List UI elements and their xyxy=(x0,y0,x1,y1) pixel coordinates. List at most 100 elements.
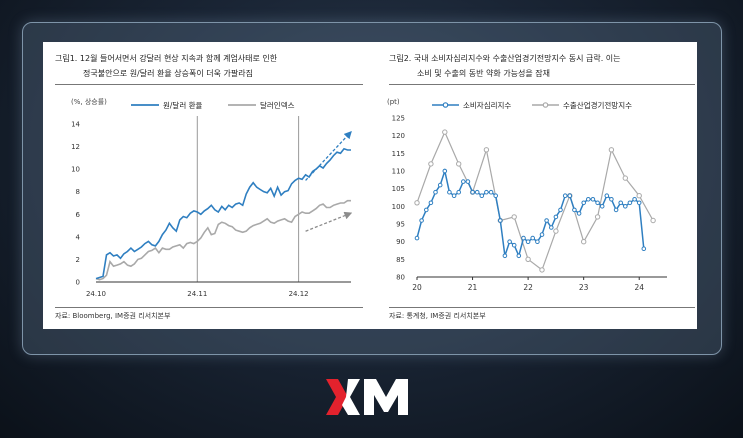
export-outlook-point xyxy=(622,175,629,181)
consumer-sentiment-point xyxy=(636,200,642,206)
left-y-tick-label: 2 xyxy=(76,256,80,264)
left-title-line2: 정국불안으로 원/달러 환율 상승폭이 더욱 가팔라짐 xyxy=(83,69,253,78)
export-outlook-point xyxy=(608,147,615,153)
consumer-sentiment-point xyxy=(627,200,633,206)
export-outlook-point xyxy=(442,129,448,135)
consumer-sentiment-point xyxy=(530,235,535,241)
report-paper: 그림1. 12월 들어서면서 강달러 현상 지속과 함께 계엄사태로 인한 정국… xyxy=(43,42,697,329)
right-y-tick-label: 115 xyxy=(392,150,405,158)
export-outlook-point xyxy=(414,200,420,206)
left-source-note: 자료: Bloomberg, IM증권 리서치본부 xyxy=(55,312,171,320)
consumer-sentiment-point xyxy=(516,253,522,259)
export-outlook-point xyxy=(456,161,462,167)
consumer-sentiment-point xyxy=(424,207,429,213)
export-outlook-point xyxy=(594,214,601,220)
left-x-tick-label: 24.12 xyxy=(289,290,309,298)
right-y-tick-label: 105 xyxy=(392,185,405,193)
consumer-sentiment-point xyxy=(549,225,554,230)
consumer-sentiment-point xyxy=(465,179,471,184)
consumer-sentiment-point xyxy=(433,189,438,195)
consumer-sentiment-point xyxy=(456,189,461,195)
right-y-tick-label: 95 xyxy=(396,221,405,229)
consumer-sentiment-point xyxy=(474,189,480,195)
consumer-sentiment-point xyxy=(498,218,503,223)
legend-label-export: 수출산업경기전망지수 xyxy=(563,100,632,110)
export-outlook-point xyxy=(581,239,587,245)
left-y-tick-label: 6 xyxy=(76,211,81,219)
consumer-sentiment-point xyxy=(544,218,549,223)
right-x-tick-label: 22 xyxy=(523,283,533,292)
consumer-sentiment-point xyxy=(428,200,434,206)
export-outlook-point xyxy=(636,193,642,199)
dxy-trend-arrow xyxy=(305,211,353,232)
right-line-chart: (pt) 소비자심리지수 수출산업경기전망지수 80 85 90 95 100 105 110 11… xyxy=(387,98,667,292)
left-figure: 그림1. 12월 들어서면서 강달러 현상 지속과 함께 계엄사태로 인한 정국… xyxy=(43,42,365,329)
consumer-sentiment-point xyxy=(581,200,586,206)
right-figure: 그림2. 국내 소비자심리지수와 수출산업경기전망지수 동시 급락. 이는 소비… xyxy=(377,42,697,329)
consumer-sentiment-point xyxy=(562,193,568,198)
consumer-sentiment-point xyxy=(572,207,577,213)
left-y-tick-label: 12 xyxy=(71,143,80,151)
export-outlook-point xyxy=(553,228,559,234)
right-title-divider xyxy=(389,84,695,85)
right-y-tick-label: 100 xyxy=(392,203,405,211)
right-figure-title: 그림2. 국내 소비자심리지수와 수출산업경기전망지수 동시 급락. 이는 소비… xyxy=(389,51,689,81)
consumer-sentiment-point xyxy=(604,193,610,198)
export-outlook-point xyxy=(539,267,545,273)
consumer-sentiment-point xyxy=(451,193,457,198)
legend-marker-consumer xyxy=(442,102,449,108)
right-x-tick-label: 23 xyxy=(579,283,589,292)
export-outlook-series-line xyxy=(416,130,654,271)
consumer-sentiment-point xyxy=(461,179,466,184)
consumer-sentiment-point xyxy=(576,211,582,216)
consumer-sentiment-point xyxy=(613,207,619,213)
consumer-sentiment-point xyxy=(586,197,591,202)
krw-usd-trend-arrow xyxy=(305,130,352,181)
consumer-sentiment-point xyxy=(484,189,489,195)
right-x-tick-label: 21 xyxy=(468,283,478,292)
xm-logo xyxy=(326,379,408,415)
xm-logo-red-chevron xyxy=(326,379,348,415)
right-source-note: 자료: 통계청, IM증권 리서치본부 xyxy=(389,312,486,320)
left-source-divider xyxy=(55,307,363,308)
right-y-tick-label: 80 xyxy=(396,274,405,282)
consumer-sentiment-point xyxy=(535,239,540,244)
left-title-line1: 그림1. 12월 들어서면서 강달러 현상 지속과 함께 계엄사태로 인한 xyxy=(55,54,278,63)
consumer-sentiment-point xyxy=(618,200,623,206)
consumer-sentiment-point xyxy=(447,189,452,195)
consumer-sentiment-point xyxy=(599,204,605,209)
right-source-divider xyxy=(389,307,695,308)
consumer-sentiment-point xyxy=(488,189,494,195)
consumer-sentiment-point xyxy=(507,239,512,244)
consumer-sentiment-point xyxy=(437,182,443,188)
legend-label-krw-usd: 원/달러 환율 xyxy=(163,100,203,110)
left-y-tick-label: 14 xyxy=(71,121,80,129)
left-title-divider xyxy=(55,84,363,85)
right-y-tick-label: 120 xyxy=(392,132,405,140)
right-y-tick-label: 85 xyxy=(396,256,405,264)
right-x-tick-label: 24 xyxy=(634,283,644,292)
left-line-chart: (%, 상승률) 원/달러 환율 달러인덱스 0 2 4 6 8 10 12 14 24.10 24.1… xyxy=(71,97,353,298)
right-x-tick-label: 20 xyxy=(412,283,422,292)
consumer-sentiment-point xyxy=(525,239,531,244)
consumer-sentiment-point xyxy=(502,253,508,259)
consumer-sentiment-point xyxy=(609,197,614,202)
consumer-sentiment-point xyxy=(553,214,559,220)
consumer-sentiment-point xyxy=(632,197,637,202)
left-y-tick-label: 10 xyxy=(71,166,80,174)
consumer-sentiment-point xyxy=(623,204,628,209)
left-y-tick-label: 0 xyxy=(76,279,80,287)
consumer-sentiment-point xyxy=(493,193,498,198)
consumer-sentiment-point xyxy=(558,207,563,213)
right-title-line1: 그림2. 국내 소비자심리지수와 수출산업경기전망지수 동시 급락. 이는 xyxy=(389,54,621,63)
export-outlook-point xyxy=(650,217,656,224)
right-y-tick-label: 125 xyxy=(392,115,405,123)
xm-logo-x-right xyxy=(342,379,360,415)
xm-logo-m xyxy=(364,379,408,415)
consumer-sentiment-point xyxy=(511,242,517,248)
consumer-sentiment-point xyxy=(595,200,600,206)
consumer-sentiment-point xyxy=(414,235,420,241)
legend-marker-export xyxy=(542,102,549,108)
consumer-sentiment-point xyxy=(442,168,448,174)
right-y-axis-label: (pt) xyxy=(387,98,400,106)
